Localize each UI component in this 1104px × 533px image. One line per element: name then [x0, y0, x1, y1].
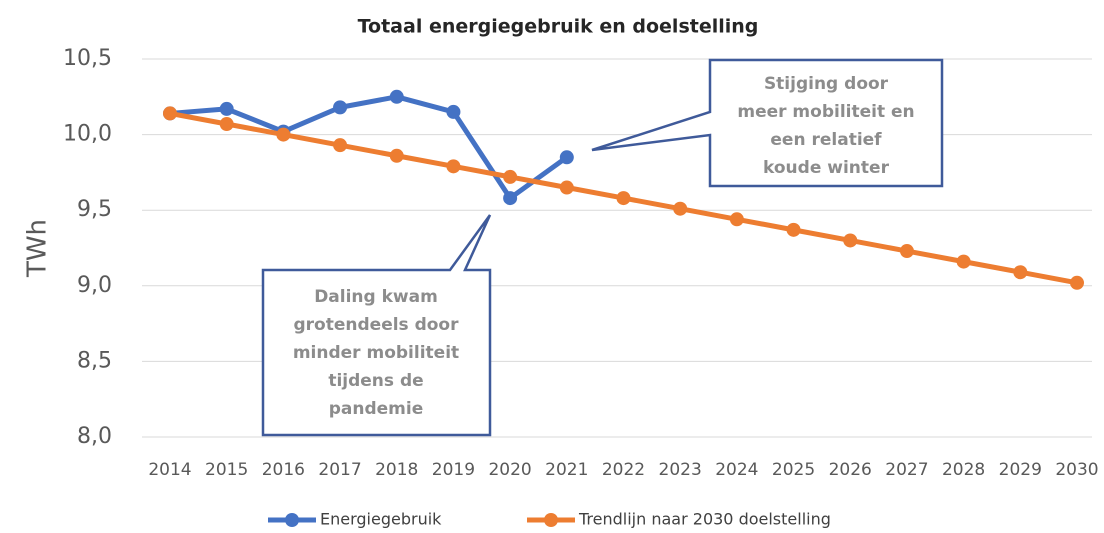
data-point: [616, 191, 631, 206]
y-tick-label: 8,5: [77, 348, 112, 373]
annotation-text: tijdens de: [328, 371, 423, 391]
callout-box: [591, 58, 944, 188]
x-tick-label: 2028: [942, 460, 985, 480]
x-tick-label: 2030: [1055, 460, 1098, 480]
data-point: [503, 191, 518, 206]
data-point: [333, 138, 348, 153]
y-axis-label: TWh: [23, 219, 53, 278]
data-point: [786, 222, 801, 237]
x-tick-label: 2015: [205, 460, 248, 480]
legend-marker: [285, 513, 299, 527]
series-line: [169, 94, 569, 201]
data-point: [956, 254, 971, 269]
callout-box: [261, 214, 492, 437]
x-tick-label: 2021: [545, 460, 588, 480]
data-point: [899, 244, 914, 259]
annotation-text: grotendeels door: [294, 315, 460, 335]
legend: Energiegebruik Trendlijn naar 2030 doelst…: [268, 510, 831, 529]
x-tick-label: 2026: [829, 460, 872, 480]
y-tick-label: 10,5: [63, 46, 112, 71]
x-tick-label: 2020: [488, 460, 531, 480]
grid: 8,0 8,5 9,0 9,5 10,0 10,5 2014 2015 2016 2017 2018…: [63, 46, 1099, 480]
x-tick-label: 2023: [659, 460, 702, 480]
data-point: [219, 101, 234, 116]
annotation-text: minder mobiliteit: [293, 343, 459, 363]
y-tick-label: 9,0: [77, 273, 112, 298]
data-point: [729, 212, 744, 227]
x-tick-label: 2025: [772, 460, 815, 480]
data-point: [503, 169, 518, 184]
x-tick-label: 2027: [885, 460, 928, 480]
chart-title: Totaal energiegebruik en doelstelling: [358, 16, 759, 38]
annotations: Stijging door meer mobiliteit en een relat…: [293, 74, 915, 419]
data-point: [1013, 265, 1028, 280]
annotation-text: pandemie: [329, 399, 424, 419]
data-point: [219, 117, 234, 132]
annotation-text: een relatief: [770, 130, 882, 150]
data-point: [843, 233, 858, 248]
x-tick-label: 2014: [148, 460, 191, 480]
plot: [163, 89, 1084, 290]
x-tick-label: 2016: [262, 460, 305, 480]
x-tick-label: 2029: [999, 460, 1042, 480]
data-point: [673, 201, 688, 216]
data-point: [446, 104, 461, 119]
data-point: [276, 127, 291, 142]
legend-label: Trendlijn naar 2030 doelstelling: [578, 510, 831, 529]
legend-marker: [544, 513, 558, 527]
x-tick-label: 2022: [602, 460, 645, 480]
annotation-text: Daling kwam: [314, 287, 438, 307]
y-tick-label: 9,5: [77, 197, 112, 222]
data-point: [559, 180, 574, 195]
annotation-text: koude winter: [763, 158, 890, 178]
y-tick-label: 10,0: [63, 122, 112, 147]
legend-label: Energiegebruik: [320, 510, 442, 529]
x-tick-label: 2018: [375, 460, 418, 480]
data-point: [389, 148, 404, 163]
data-point: [1070, 275, 1084, 290]
data-point: [559, 150, 574, 165]
x-tick-label: 2024: [715, 460, 758, 480]
data-point: [333, 100, 348, 115]
x-tick-label: 2017: [318, 460, 361, 480]
data-point: [389, 89, 404, 104]
annotation-text: meer mobiliteit en: [737, 102, 914, 122]
data-point: [446, 159, 461, 174]
x-tick-label: 2019: [432, 460, 475, 480]
data-point: [163, 106, 177, 121]
y-tick-label: 8,0: [77, 424, 112, 449]
annotation-text: Stijging door: [764, 74, 889, 94]
